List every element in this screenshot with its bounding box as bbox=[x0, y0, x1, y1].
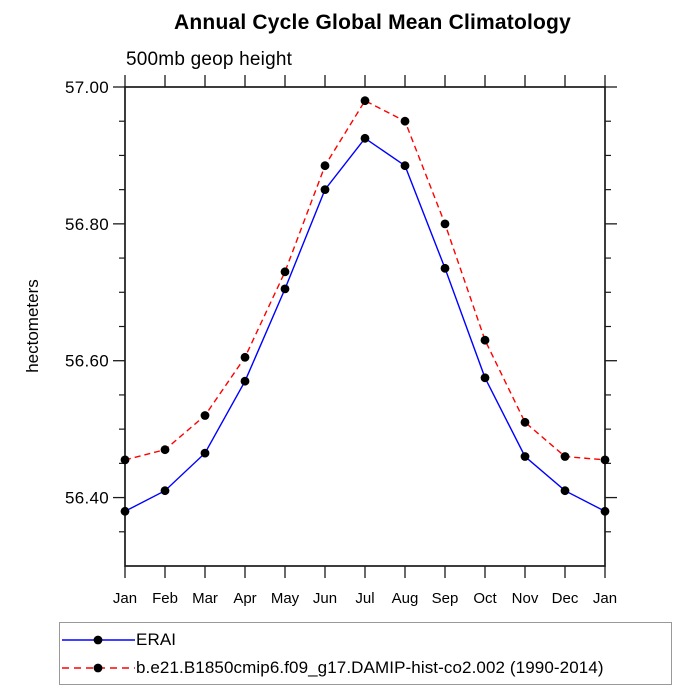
series-marker-model bbox=[480, 335, 490, 345]
series-marker-erai bbox=[560, 486, 570, 496]
chart-subtitle: 500mb geop height bbox=[126, 49, 293, 70]
x-tick-label: Nov bbox=[512, 590, 539, 607]
legend-item-model: b.e21.B1850cmip6.f09_g17.DAMIP-hist-co2.… bbox=[62, 658, 671, 678]
x-tick-label: Aug bbox=[392, 590, 419, 607]
legend-line-sample-model bbox=[62, 663, 135, 672]
chart-title: Annual Cycle Global Mean Climatology bbox=[174, 11, 571, 34]
x-tick-label: Oct bbox=[473, 590, 497, 607]
series-marker-erai bbox=[200, 448, 210, 458]
y-tick-label: 56.40 bbox=[65, 489, 109, 508]
x-tick-label: Jan bbox=[113, 590, 137, 607]
series-marker-erai bbox=[520, 452, 530, 461]
x-tick-label: Jan bbox=[593, 590, 617, 607]
series-marker-model bbox=[160, 445, 170, 455]
y-tick-label: 56.80 bbox=[65, 215, 109, 234]
series-marker-model bbox=[240, 352, 250, 362]
series-marker-erai bbox=[120, 506, 130, 516]
series-marker-erai bbox=[360, 133, 370, 143]
series-line-erai bbox=[124, 137, 606, 512]
y-axis-label: hectometers bbox=[23, 279, 42, 373]
series-marker-erai bbox=[480, 373, 490, 383]
series-marker-model bbox=[440, 219, 450, 229]
plot-frame bbox=[124, 86, 606, 567]
series-line-model bbox=[124, 99, 606, 461]
x-tick-label: Jun bbox=[313, 590, 337, 607]
series-marker-erai bbox=[400, 161, 410, 171]
series-marker-model bbox=[120, 455, 130, 465]
x-tick-label: May bbox=[271, 590, 300, 607]
legend-sample-marker bbox=[93, 635, 103, 644]
x-tick-label: Jul bbox=[355, 590, 374, 607]
legend-line-sample-erai bbox=[62, 635, 135, 644]
series-marker-erai bbox=[240, 376, 250, 386]
series-marker-model bbox=[600, 455, 610, 465]
series-marker-model bbox=[200, 411, 210, 420]
x-tick-label: Mar bbox=[192, 590, 218, 607]
series-marker-model bbox=[280, 267, 290, 277]
x-tick-label: Feb bbox=[152, 590, 178, 607]
legend-label-model: b.e21.B1850cmip6.f09_g17.DAMIP-hist-co2.… bbox=[136, 657, 604, 677]
x-tick-label: Sep bbox=[432, 590, 459, 607]
series-marker-erai bbox=[280, 284, 290, 294]
series-marker-model bbox=[360, 96, 370, 106]
legend-sample-marker bbox=[93, 663, 103, 672]
series-marker-model bbox=[520, 417, 530, 427]
series-marker-erai bbox=[160, 486, 170, 496]
y-tick-label: 57.00 bbox=[65, 78, 109, 97]
series-marker-erai bbox=[320, 185, 330, 195]
legend: ERAI b.e21.B1850cmip6.f09_g17.DAMIP-hist… bbox=[59, 622, 672, 685]
legend-label-erai: ERAI bbox=[136, 629, 177, 649]
y-tick-label: 56.60 bbox=[65, 352, 109, 371]
x-tick-label: Apr bbox=[233, 590, 256, 607]
series-marker-erai bbox=[600, 506, 610, 516]
series-marker-model bbox=[560, 452, 570, 461]
series-marker-model bbox=[400, 116, 410, 126]
series-marker-erai bbox=[440, 263, 450, 273]
x-tick-label: Dec bbox=[552, 590, 579, 607]
series-marker-model bbox=[320, 161, 330, 171]
legend-item-erai: ERAI bbox=[62, 630, 671, 650]
